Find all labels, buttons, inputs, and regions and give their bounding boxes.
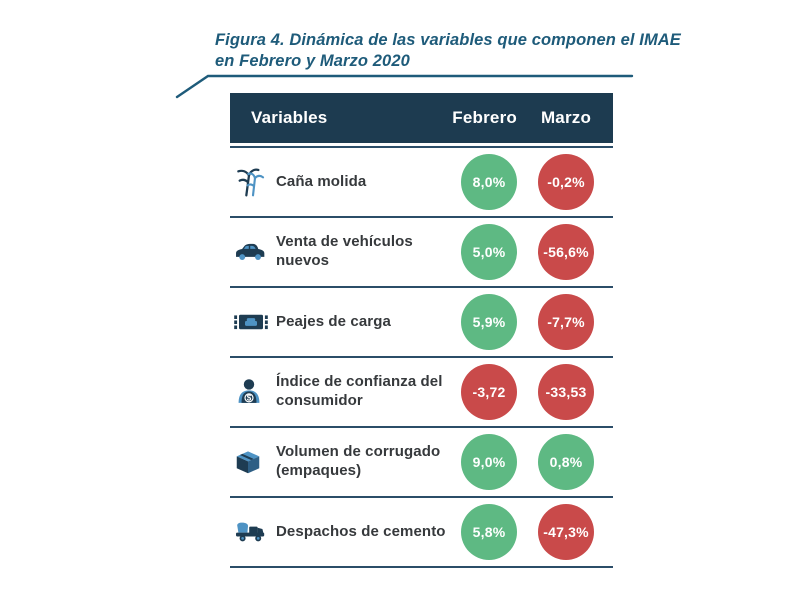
row-label: Peajes de carga [276,312,391,330]
table-row: Venta de vehículos nuevos 5,0% -56,6% [230,218,613,288]
marzo-value-badge: -7,7% [538,294,594,350]
toll-icon [230,311,276,333]
table-row: Peajes de carga 5,9% -7,7% [230,288,613,358]
imae-table: Variables Febrero Marzo [230,93,613,568]
febrero-value-badge: 5,9% [461,294,517,350]
marzo-value-badge: -47,3% [538,504,594,560]
table-header: Variables Febrero Marzo [230,93,613,143]
febrero-value-badge: 9,0% [461,434,517,490]
row-label: Índice de confianza del consumidor [276,373,443,409]
column-header-febrero: Febrero [452,108,517,127]
car-icon [230,241,276,263]
febrero-value-badge: 5,8% [461,504,517,560]
figure-title-line1: Figura 4. Dinámica de las variables que … [215,31,681,49]
marzo-value-badge: -0,2% [538,154,594,210]
svg-text:$: $ [247,394,252,403]
table-row: $ Índice de confianza del consumidor -3,… [230,358,613,428]
febrero-value-badge: -3,72 [461,364,517,420]
box-icon [230,447,276,477]
decorative-rule [175,74,634,99]
table-row: Despachos de cemento 5,8% -47,3% [230,498,613,568]
row-label: Volumen de corrugado (empaques) [276,443,441,479]
marzo-value-badge: -56,6% [538,224,594,280]
table-row: Caña molida 8,0% -0,2% [230,148,613,218]
marzo-value-badge: -33,53 [538,364,594,420]
column-header-variables: Variables [251,108,328,127]
cement-truck-icon [230,520,276,544]
figure-title: Figura 4. Dinámica de las variables que … [215,30,685,72]
column-header-marzo: Marzo [540,108,592,127]
febrero-value-badge: 5,0% [461,224,517,280]
row-label: Caña molida [276,172,367,190]
consumer-confidence-icon: $ [230,375,276,409]
row-label: Venta de vehículos nuevos [276,233,413,269]
sugarcane-icon [230,165,276,199]
row-label: Despachos de cemento [276,522,446,540]
figure-title-line2: en Febrero y Marzo 2020 [215,52,410,70]
table-row: Volumen de corrugado (empaques) 9,0% 0,8… [230,428,613,498]
marzo-value-badge: 0,8% [538,434,594,490]
table-body: Caña molida 8,0% -0,2% Venta de vehículo… [230,146,613,568]
febrero-value-badge: 8,0% [461,154,517,210]
